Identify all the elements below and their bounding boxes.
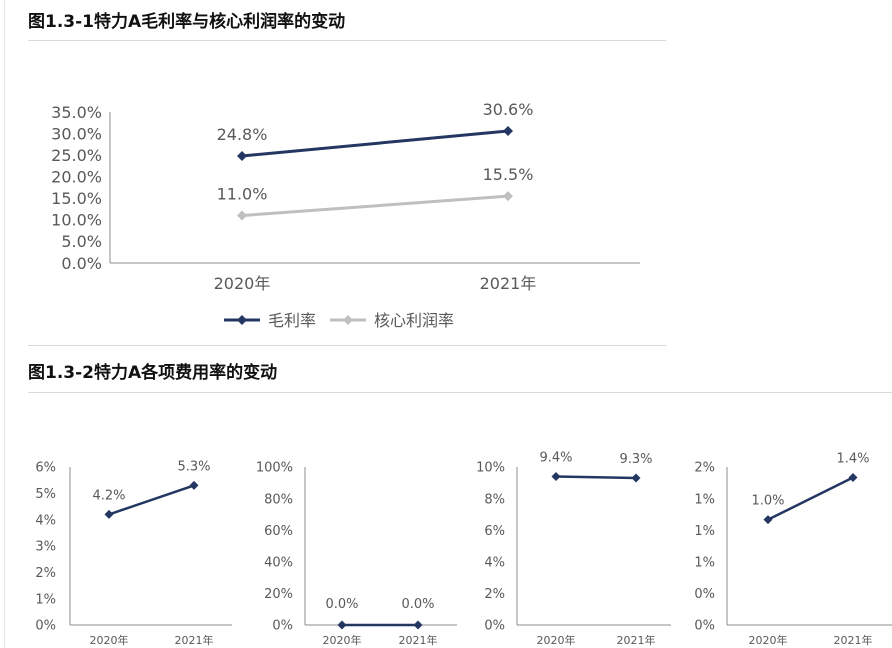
chart-margins-data-point [503,191,513,202]
chart-margins-y-tick-label: 5.0% [61,232,102,251]
chart-margins-data-label: 11.0% [217,185,268,204]
chart-expense-2-y-tick-label: 40% [264,555,293,570]
chart-margins-data-point [503,125,513,136]
chart-expense-1-y-tick-label: 0% [35,619,56,634]
chart-expense-4-y-tick-label: 1% [694,555,715,570]
chart-expense-2-y-tick-label: 80% [264,492,293,507]
chart-expense-4-x-tick-label: 2021年 [834,633,873,647]
chart-expense-4-series-line-1 [767,476,854,521]
chart-expense-3-data-label: 9.3% [619,452,652,467]
chart-expense-1-y-tick-label: 2% [35,566,56,581]
chart-expense-4-x-tick-label: 2020年 [749,633,788,647]
chart-expense-1-data-point [104,509,114,519]
chart-expense-4-y-tick-label: 0% [694,619,715,634]
chart-expense-2-data-label: 0.0% [401,597,434,612]
legend-label-1: 毛利率 [268,311,316,330]
chart-margins-data-label: 30.6% [483,100,534,119]
chart-margins-x-tick-label: 2021年 [480,274,537,293]
chart-expense-2-y-tick-label: 0% [272,619,293,634]
chart-margins-data-point [237,151,247,162]
chart-margins-data-label: 24.8% [217,125,268,144]
figure1-title-divider [28,40,666,41]
chart-expense-1-y-tick-label: 1% [35,592,56,607]
chart-expense-2-data-point [337,620,347,630]
chart-expense-3-data-label: 9.4% [539,450,572,465]
chart-expense-1-x-tick-label: 2021年 [175,633,214,647]
chart-expense-3-data-point [631,473,641,483]
figure2-title-divider [28,392,892,393]
chart-expense-1-y-tick-label: 5% [35,487,56,502]
chart-expense-3-y-tick-label: 10% [476,461,505,476]
chart-expense-3-data-point [551,471,561,481]
chart-expense-3-y-tick-label: 0% [484,619,505,634]
chart-margins-data-label: 15.5% [483,165,534,184]
chart-expense-1-series-line-1 [108,484,195,516]
chart-margins-series-line-1 [241,129,509,158]
chart-expense-1-x-tick-label: 2020年 [90,633,129,647]
chart-margins-series-line-2 [241,194,509,218]
chart-expense-2-x-tick-label: 2021年 [399,633,438,647]
figure1-title: 图1.3-1特力A毛利率与核心利润率的变动 [28,12,346,32]
chart-expense-1-data-label: 4.2% [92,488,125,503]
chart-expense-2-y-tick-label: 20% [264,587,293,602]
chart-expense-3-y-tick-label: 4% [484,555,505,570]
chart-expense-3-y-tick-label: 6% [484,524,505,539]
chart-expense-1-data-label: 5.3% [177,459,210,474]
chart-margins-y-tick-label: 10.0% [51,211,102,230]
chart-expense-1-y-tick-label: 6% [35,461,56,476]
chart-expense-4-data-label: 1.0% [751,494,784,509]
chart-margins-data-point [237,210,247,221]
page-left-border [4,0,5,648]
chart-expense-1-y-tick-label: 4% [35,513,56,528]
figure1-bottom-divider [28,345,666,346]
figure2-title: 图1.3-2特力A各项费用率的变动 [28,363,278,383]
chart-expense-4-data-point [763,515,773,525]
chart-expense-4-y-tick-label: 1% [694,524,715,539]
chart-expense-3-series-line-1 [555,475,637,480]
chart-expense-4-data-label: 1.4% [836,452,869,467]
chart-expense-3-x-tick-label: 2021年 [617,633,656,647]
chart-expense-2-data-point [413,620,423,630]
chart-expense-2-y-tick-label: 60% [264,524,293,539]
chart-expense-3-x-tick-label: 2020年 [537,633,576,647]
chart-expense-4-y-tick-label: 1% [694,492,715,507]
chart-margins-y-tick-label: 15.0% [51,189,102,208]
legend-marker-2 [343,315,353,325]
chart-margins-x-tick-label: 2020年 [214,274,271,293]
chart-margins-y-tick-label: 20.0% [51,167,102,186]
chart-expense-3-y-tick-label: 2% [484,587,505,602]
chart-expense-1-data-point [189,480,199,490]
chart-expense-4-y-tick-label: 0% [694,587,715,602]
chart-expense-3-y-tick-label: 8% [484,492,505,507]
chart-expense-2-y-tick-label: 100% [256,461,293,476]
chart-expense-4-y-tick-label: 2% [694,461,715,476]
chart-margins-y-tick-label: 25.0% [51,146,102,165]
chart-margins-y-tick-label: 30.0% [51,124,102,143]
chart-expense-2-data-label: 0.0% [325,597,358,612]
chart-margins-y-tick-label: 35.0% [51,103,102,122]
chart-expense-2-x-tick-label: 2020年 [323,633,362,647]
legend-marker-1 [237,315,247,325]
legend-label-2: 核心利润率 [374,311,454,330]
chart-expense-4-data-point [848,473,858,483]
chart-expense-1-y-tick-label: 3% [35,540,56,555]
chart-margins-y-tick-label: 0.0% [61,254,102,273]
